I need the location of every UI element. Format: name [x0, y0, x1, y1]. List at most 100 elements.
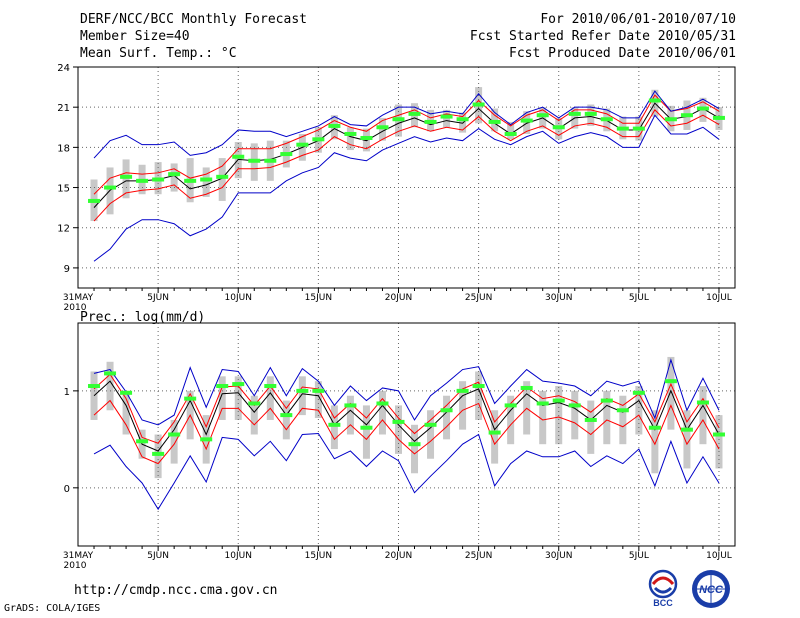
panel1-median-35	[632, 126, 645, 131]
panel2-median-26	[488, 430, 501, 435]
panel1-box-27	[507, 121, 515, 140]
panel1-line-upper	[93, 94, 720, 195]
panel1-xtick-sublabel: 2010	[64, 303, 87, 313]
panel2-box-36	[651, 410, 659, 474]
panel1-box-8	[202, 167, 210, 197]
panel2-median-29	[536, 401, 549, 406]
panel1-ytick-label: 24	[57, 63, 70, 74]
panel1-median-31	[568, 111, 581, 116]
panel2-box-23	[443, 395, 451, 440]
panel1-box-23	[443, 109, 451, 128]
panel2-box-14	[298, 376, 306, 416]
panel2-median-16	[328, 422, 341, 427]
panel1-ytick-label: 18	[57, 143, 70, 154]
panel1-median-32	[584, 111, 597, 116]
panel1-median-22	[424, 119, 437, 124]
panel2-median-23	[440, 408, 453, 413]
panel2-box-31	[571, 390, 579, 440]
panel2-median-18	[360, 425, 373, 430]
panel1-median-29	[536, 113, 549, 118]
panel2-box-11	[250, 395, 258, 435]
panel2-box-9	[218, 376, 226, 420]
panel1-ytick-label: 9	[64, 264, 70, 275]
panel2-box-20	[394, 405, 402, 454]
panel1-xtick-label: 10JUN	[225, 293, 252, 303]
panel2-box-38	[683, 410, 691, 469]
precip-panel-title: Prec.: log(mm/d)	[80, 310, 206, 325]
panel1-xtick-label: 30JUN	[545, 293, 572, 303]
panel1-xtick-label: 25JUN	[465, 293, 492, 303]
panel2-median-6	[168, 432, 181, 437]
panel2-line-mean	[93, 380, 720, 452]
panel1-median-4	[136, 178, 149, 183]
panel2-median-8	[200, 437, 213, 442]
panel1-median-30	[552, 125, 565, 130]
panel1-median-9	[216, 174, 229, 179]
panel2-box-34	[619, 395, 627, 445]
panel1-line-lower	[93, 109, 720, 222]
panel1-xtick-label: 31MAY	[63, 293, 94, 303]
panel2-box-19	[378, 390, 386, 435]
variable-label: Mean Surf. Temp.: °C	[80, 46, 237, 61]
fcst-started-date: Fcst Started Refer Date 2010/05/31	[469, 29, 736, 44]
panel2-xtick-label: 5JUL	[629, 551, 649, 561]
panel1-frame	[77, 66, 736, 289]
panel2-box-32	[587, 400, 595, 454]
panel2-box-13	[282, 400, 290, 440]
panel2-frame	[77, 322, 736, 547]
panel2-box-12	[266, 376, 274, 420]
panel2-xtick-sublabel: 2010	[64, 561, 87, 571]
panel2-box-40	[715, 415, 723, 469]
panel1-ytick-label: 21	[57, 103, 70, 114]
panel2-median-1	[88, 384, 101, 389]
panel2-median-5	[152, 451, 165, 456]
panel1-median-19	[376, 125, 389, 130]
grads-credit: GrADS: COLA/IGES	[4, 603, 101, 614]
panel1-box-18	[362, 128, 370, 152]
panel2-median-19	[376, 401, 389, 406]
panel2-xtick-label: 15JUN	[305, 551, 332, 561]
panel1-median-37	[664, 117, 677, 122]
panel2-box-33	[603, 390, 611, 445]
bcc-logo-text: BCC	[653, 598, 673, 608]
panel1-box-9	[218, 158, 226, 201]
panel2-median-13	[280, 413, 293, 418]
panel1-box-19	[378, 117, 386, 141]
panel2-box-27	[507, 395, 515, 445]
member-size: Member Size=40	[80, 29, 190, 44]
panel2-median-35	[632, 390, 645, 395]
panel2-median-17	[344, 403, 357, 408]
panel1-box-26	[491, 108, 499, 132]
panel1-xtick-label: 20JUN	[385, 293, 412, 303]
panel2-median-34	[616, 408, 629, 413]
panel2-xtick-label: 10JUL	[706, 551, 732, 561]
panel2-box-1	[90, 371, 98, 420]
panel1-median-40	[712, 115, 725, 120]
panel2-box-24	[459, 381, 467, 430]
panel2-box-29	[539, 390, 547, 445]
panel1-median-16	[328, 123, 341, 128]
panel2-median-30	[552, 398, 565, 403]
panel1-median-11	[248, 158, 261, 163]
panel1-line-min	[93, 114, 720, 262]
panel1-median-12	[264, 158, 277, 163]
panel1-median-7	[184, 178, 197, 183]
panel1-median-2	[104, 185, 117, 190]
footer-url[interactable]: http://cmdp.ncc.cma.gov.cn	[74, 583, 278, 598]
panel2-median-9	[216, 384, 229, 389]
panel2-box-17	[346, 395, 354, 435]
panel2-xtick-label: 20JUN	[385, 551, 412, 561]
panel2-median-27	[504, 403, 517, 408]
panel1-median-24	[456, 117, 469, 122]
panel1-median-23	[440, 114, 453, 119]
panel1-box-28	[523, 111, 531, 134]
panel1-median-34	[616, 126, 629, 131]
panel2-xtick-label: 30JUN	[545, 551, 572, 561]
panel2-median-14	[296, 388, 309, 393]
panel2-box-37	[667, 356, 675, 430]
panel2-median-7	[184, 396, 197, 401]
panel2-box-21	[411, 424, 419, 474]
panel2-box-39	[699, 386, 707, 445]
panel1-ytick-label: 15	[57, 184, 70, 195]
panel2-median-37	[664, 379, 677, 384]
